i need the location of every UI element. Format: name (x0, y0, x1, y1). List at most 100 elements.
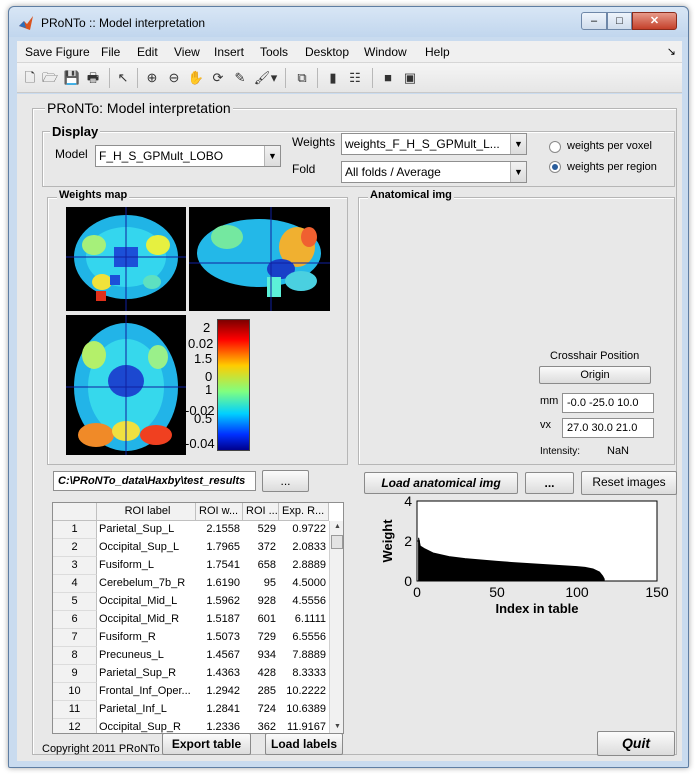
roi-size-cell: 95 (263, 577, 276, 589)
results-path-field[interactable]: C:\PRoNTo_data\Haxby\test_results (53, 471, 256, 491)
table-row[interactable]: 8 Precuneus_L 1.4567 934 7.8889 (53, 647, 328, 665)
col-header-roi-label[interactable]: ROI label (97, 503, 196, 521)
table-row[interactable]: 7 Fusiform_R 1.5073 729 6.5556 (53, 629, 328, 647)
scroll-up-icon[interactable]: ▲ (334, 523, 341, 530)
show-plot-tools-icon[interactable]: ▣ (403, 70, 417, 85)
dock-arrow-icon[interactable]: ↘ (666, 46, 676, 58)
roi-size-cell: 934 (257, 649, 276, 661)
col-header-roi-size[interactable]: ROI ... (243, 503, 279, 521)
scroll-thumb[interactable] (331, 535, 343, 549)
scroll-down-icon[interactable]: ▼ (334, 723, 341, 730)
sagittal-slice[interactable] (189, 207, 330, 311)
chevron-down-icon: ▼ (510, 134, 526, 154)
table-row[interactable]: 10 Frontal_Inf_Oper... 1.2942 285 10.2222 (53, 683, 328, 701)
menu-window[interactable]: Window (364, 45, 407, 59)
fold-select[interactable]: All folds / Average ▼ (341, 161, 527, 183)
brush-dropdown-icon[interactable]: ▾ (270, 70, 278, 85)
table-row[interactable]: 3 Fusiform_L 1.7541 658 2.8889 (53, 557, 328, 575)
zoom-out-icon[interactable]: ⊖ (168, 70, 180, 85)
exp-ranking-cell: 10.2222 (286, 685, 326, 697)
row-index[interactable]: 9 (53, 665, 97, 683)
pan-hand-icon[interactable]: ✋ (187, 70, 205, 85)
row-index[interactable]: 12 (53, 719, 97, 733)
table-row[interactable]: 1 Parietal_Sup_L 2.1558 529 0.9722 (53, 521, 328, 539)
col-header-exp-ranking[interactable]: Exp. R... (279, 503, 329, 521)
axial-slice[interactable] (66, 315, 186, 455)
row-index[interactable]: 2 (53, 539, 97, 557)
minimize-button[interactable]: – (581, 12, 607, 30)
menu-help[interactable]: Help (425, 45, 450, 59)
legend-icon[interactable]: ☷ (349, 70, 361, 85)
menu-save-figure[interactable]: Save Figure (25, 45, 90, 59)
row-index[interactable]: 1 (53, 521, 97, 539)
pointer-arrow-icon[interactable]: ↖ (117, 70, 129, 85)
weights-select[interactable]: weights_F_H_S_GPMult_L... ▼ (341, 133, 527, 155)
title-bar[interactable]: PRoNTo :: Model interpretation – □ ✕ (9, 7, 688, 37)
roi-weight-cell: 1.5187 (206, 613, 240, 625)
table-scrollbar[interactable]: ▲ ▼ (329, 521, 343, 733)
roi-label-cell: Precuneus_L (99, 649, 164, 661)
radio-weights-per-region[interactable] (549, 161, 561, 173)
matlab-logo-icon (19, 16, 33, 30)
row-index[interactable]: 3 (53, 557, 97, 575)
table-row[interactable]: 9 Parietal_Sup_R 1.4363 428 8.3333 (53, 665, 328, 683)
menu-view[interactable]: View (174, 45, 200, 59)
brush-icon[interactable]: 🖌 (253, 70, 271, 85)
roi-size-cell: 658 (257, 559, 276, 571)
reset-images-button[interactable]: Reset images (581, 471, 677, 495)
zoom-in-icon[interactable]: ⊕ (146, 70, 158, 85)
load-labels-button[interactable]: Load labels (265, 733, 343, 755)
row-index[interactable]: 4 (53, 575, 97, 593)
load-anatomical-button[interactable]: Load anatomical img (364, 472, 518, 494)
row-index[interactable]: 11 (53, 701, 97, 719)
table-row[interactable]: 12 Occipital_Sup_R 1.2336 362 11.9167 (53, 719, 328, 733)
table-row[interactable]: 5 Occipital_Mid_L 1.5962 928 4.5556 (53, 593, 328, 611)
maximize-button[interactable]: □ (607, 12, 632, 30)
menu-tools[interactable]: Tools (260, 45, 289, 59)
open-folder-icon[interactable]: 🗁 (41, 70, 59, 85)
link-plot-icon[interactable]: ⧉ (297, 70, 307, 85)
table-row[interactable]: 2 Occipital_Sup_L 1.7965 372 2.0833 (53, 539, 328, 557)
colorbar-tick-label: -0.04 (185, 436, 215, 451)
vx-coordinates-field[interactable]: 27.0 30.0 21.0 (562, 418, 654, 438)
export-table-button[interactable]: Export table (162, 733, 251, 755)
menu-file[interactable]: File (101, 45, 121, 59)
browse-anatomical-button[interactable]: ... (525, 472, 574, 494)
col-header-roi-weight[interactable]: ROI w... (196, 503, 243, 521)
roi-size-cell: 724 (257, 703, 276, 715)
hide-plot-tools-icon[interactable]: ■ (384, 70, 392, 85)
new-file-icon[interactable]: 🗋 (24, 70, 36, 85)
roi-size-cell: 285 (257, 685, 276, 697)
data-cursor-icon[interactable]: ✎ (234, 70, 246, 85)
browse-results-button[interactable]: ... (262, 470, 309, 492)
x-tick-label: 100 (565, 584, 589, 600)
model-select-value: F_H_S_GPMult_LOBO (99, 149, 224, 163)
model-select[interactable]: F_H_S_GPMult_LOBO ▼ (95, 145, 281, 167)
coronal-slice[interactable] (66, 207, 186, 311)
menu-edit[interactable]: Edit (137, 45, 158, 59)
row-index[interactable]: 6 (53, 611, 97, 629)
roi-label-cell: Occipital_Mid_R (99, 613, 180, 625)
row-index[interactable]: 7 (53, 629, 97, 647)
origin-button[interactable]: Origin (539, 366, 651, 384)
row-index[interactable]: 5 (53, 593, 97, 611)
roi-weight-cell: 1.7541 (206, 559, 240, 571)
exp-ranking-cell: 6.1111 (294, 613, 326, 625)
colorbar-icon[interactable]: ▮ (329, 70, 337, 85)
table-row[interactable]: 4 Cerebelum_7b_R 1.6190 95 4.5000 (53, 575, 328, 593)
print-icon[interactable]: 🖶 (86, 70, 100, 85)
table-row[interactable]: 11 Parietal_Inf_L 1.2841 724 10.6389 (53, 701, 328, 719)
mm-coordinates-field[interactable]: -0.0 -25.0 10.0 (562, 393, 654, 413)
window-title: PRoNTo :: Model interpretation (41, 16, 206, 30)
row-index[interactable]: 10 (53, 683, 97, 701)
menu-desktop[interactable]: Desktop (305, 45, 350, 59)
table-row[interactable]: 6 Occipital_Mid_R 1.5187 601 6.1111 (53, 611, 328, 629)
close-button[interactable]: ✕ (632, 12, 677, 30)
mm-label: mm (540, 395, 559, 407)
quit-button[interactable]: Quit (597, 731, 675, 756)
menu-insert[interactable]: Insert (214, 45, 245, 59)
rotate-3d-icon[interactable]: ⟳ (212, 70, 224, 85)
radio-weights-per-voxel[interactable] (549, 141, 561, 153)
save-icon[interactable]: 💾 (63, 70, 81, 85)
row-index[interactable]: 8 (53, 647, 97, 665)
